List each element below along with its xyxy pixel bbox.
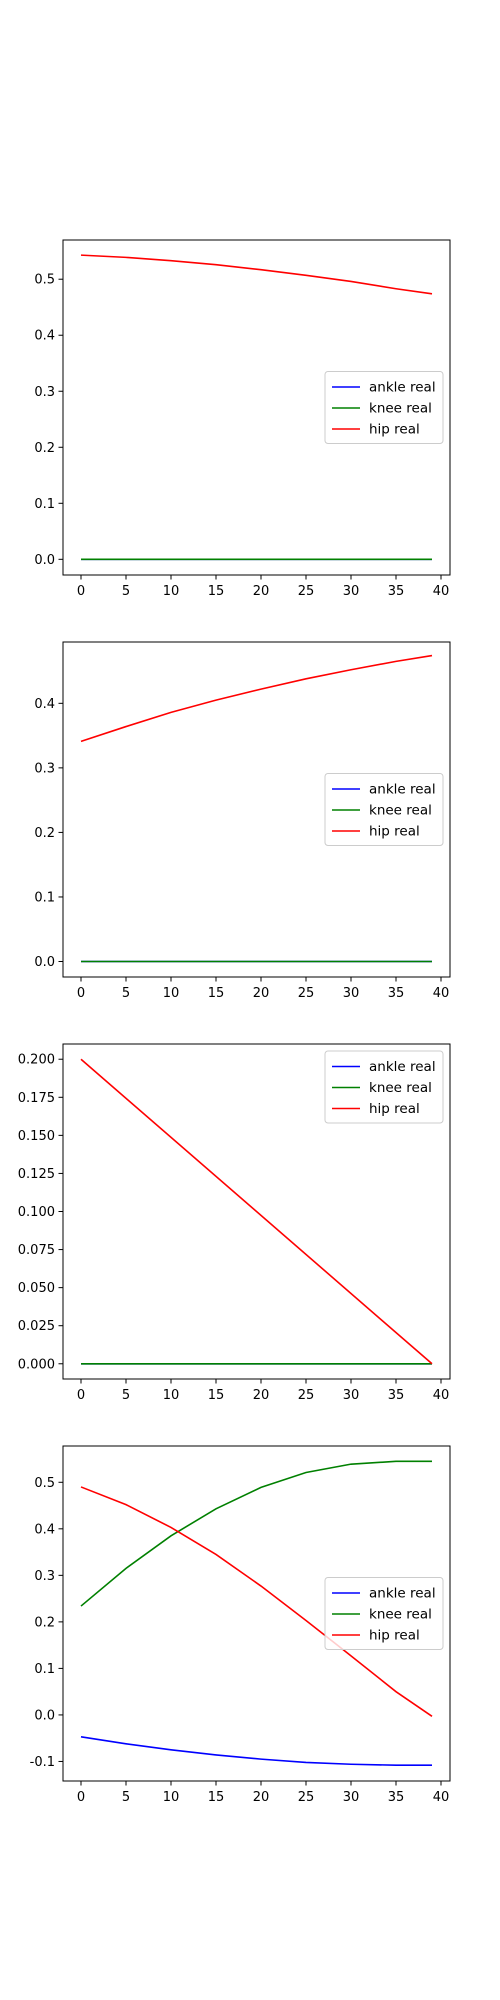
y-tick-label: 0.4 <box>34 1522 55 1537</box>
y-tick-label: 0.200 <box>18 1053 55 1068</box>
x-tick-label: 20 <box>253 986 270 1001</box>
axes-frame <box>62 641 451 978</box>
y-tick-label: 0.125 <box>18 1167 55 1182</box>
x-tick-label: 35 <box>388 584 405 599</box>
y-tick-label: 0.1 <box>34 890 55 905</box>
y-tick-label: 0.000 <box>18 1357 55 1372</box>
x-tick-label: 0 <box>77 1790 85 1805</box>
x-tick-label: 40 <box>433 1790 450 1805</box>
legend-box <box>324 1577 444 1650</box>
y-tick-label: 0.3 <box>34 385 55 400</box>
y-tick-label: 0.2 <box>34 826 55 841</box>
legend-box <box>324 773 444 846</box>
series-line-hip-real <box>80 1486 433 1717</box>
y-tick-label: 0.3 <box>34 1569 55 1584</box>
legend-label: ankle real <box>369 782 436 798</box>
x-tick-label: 0 <box>77 584 85 599</box>
y-tick-label: 0.025 <box>18 1319 55 1334</box>
y-tick-label: 0.0 <box>34 553 55 568</box>
y-tick-label: 0.1 <box>34 497 55 512</box>
legend-label: ankle real <box>369 1586 436 1602</box>
y-tick-label: -0.1 <box>30 1755 55 1770</box>
axes-frame <box>62 1445 451 1782</box>
chart-4: 0 5 10 15 20 25 30 35 40 -0.1 0.0 0.1 0.2 0.3 0.4 0.5 an… <box>30 1445 451 1805</box>
y-tick-label: 0.100 <box>18 1205 55 1220</box>
legend: ankle real knee real hip real <box>324 773 444 846</box>
x-tick-label: 30 <box>343 986 360 1001</box>
x-tick-label: 5 <box>122 986 130 1001</box>
legend-label: hip real <box>369 422 420 438</box>
y-tick-label: 0.3 <box>34 761 55 776</box>
legend: ankle real knee real hip real <box>324 1050 444 1124</box>
y-tick-label: 0.4 <box>34 329 55 344</box>
x-tick-label: 5 <box>122 584 130 599</box>
x-tick-label: 10 <box>163 584 180 599</box>
legend-box <box>324 1050 444 1124</box>
x-tick-label: 30 <box>343 584 360 599</box>
legend-label: knee real <box>369 401 432 417</box>
legend-label: ankle real <box>369 380 436 396</box>
y-tick-label: 0.0 <box>34 1708 55 1723</box>
y-tick-label: 0.050 <box>18 1281 55 1296</box>
chart-3: 0 5 10 15 20 25 30 35 40 0.000 0.025 0.050 0.075 0.10… <box>18 1043 451 1403</box>
y-tick-label: 0.150 <box>18 1129 55 1144</box>
y-tick-label: 0.5 <box>34 273 55 288</box>
x-tick-label: 35 <box>388 1790 405 1805</box>
x-tick-label: 35 <box>388 986 405 1001</box>
series-line-hip-real <box>80 1058 433 1365</box>
x-tick-label: 20 <box>253 1790 270 1805</box>
legend-label: hip real <box>369 824 420 840</box>
legend-box <box>324 371 444 444</box>
series-line-ankle-real <box>80 1736 432 1766</box>
x-tick-label: 0 <box>77 986 85 1001</box>
legend-label: hip real <box>369 1101 420 1117</box>
y-tick-label: 0.1 <box>34 1662 55 1677</box>
x-tick-label: 15 <box>208 1790 225 1805</box>
x-tick-label: 10 <box>163 1388 180 1403</box>
x-tick-label: 30 <box>343 1790 360 1805</box>
x-tick-label: 40 <box>433 584 450 599</box>
x-tick-label: 0 <box>77 1388 85 1403</box>
y-tick-label: 0.075 <box>18 1243 55 1258</box>
legend: ankle real knee real hip real <box>324 371 444 444</box>
chart-1: 0 5 10 15 20 25 30 35 40 0.0 0.1 0.2 0.3 0.4 0.5 ankle … <box>34 239 451 599</box>
series-line-hip-real <box>80 654 433 743</box>
x-tick-label: 40 <box>433 986 450 1001</box>
x-tick-label: 10 <box>163 986 180 1001</box>
x-tick-label: 10 <box>163 1790 180 1805</box>
x-tick-label: 15 <box>208 1388 225 1403</box>
x-tick-label: 35 <box>388 1388 405 1403</box>
legend-label: knee real <box>369 1080 432 1096</box>
x-tick-label: 20 <box>253 1388 270 1403</box>
y-tick-label: 0.0 <box>34 955 55 970</box>
x-tick-label: 25 <box>298 986 315 1001</box>
x-tick-label: 25 <box>298 584 315 599</box>
legend: ankle real knee real hip real <box>324 1577 444 1650</box>
axes-frame <box>62 239 451 576</box>
legend-label: ankle real <box>369 1059 436 1075</box>
y-tick-label: 0.4 <box>34 697 55 712</box>
x-tick-label: 5 <box>122 1790 130 1805</box>
x-tick-label: 5 <box>122 1388 130 1403</box>
y-tick-label: 0.2 <box>34 441 55 456</box>
x-tick-label: 25 <box>298 1790 315 1805</box>
chart-2: 0 5 10 15 20 25 30 35 40 0.0 0.1 0.2 0.3 0.4 ankle rea… <box>34 641 451 1001</box>
x-tick-label: 20 <box>253 584 270 599</box>
series-line-knee-real <box>80 1460 432 1607</box>
legend-label: knee real <box>369 803 432 819</box>
y-tick-label: 0.5 <box>34 1476 55 1491</box>
legend-label: knee real <box>369 1607 432 1623</box>
x-tick-label: 40 <box>433 1388 450 1403</box>
y-tick-label: 0.175 <box>18 1091 55 1106</box>
y-tick-label: 0.2 <box>34 1615 55 1630</box>
x-tick-label: 25 <box>298 1388 315 1403</box>
x-tick-label: 15 <box>208 584 225 599</box>
x-tick-label: 15 <box>208 986 225 1001</box>
series-line-hip-real <box>80 254 433 295</box>
legend-label: hip real <box>369 1628 420 1644</box>
x-tick-label: 30 <box>343 1388 360 1403</box>
